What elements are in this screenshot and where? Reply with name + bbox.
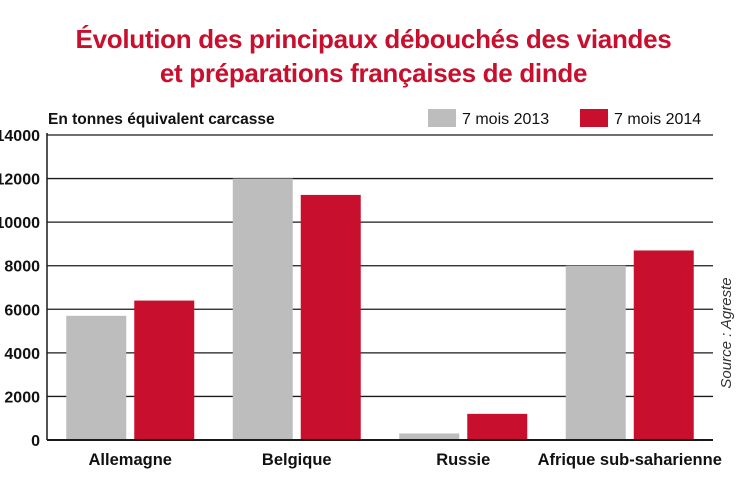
bar-russie-2 — [467, 413, 528, 440]
y-axis-label: En tonnes équivalent carcasse — [48, 111, 275, 128]
y-tick-label: 12000 — [0, 172, 40, 189]
legend-swatch-1 — [428, 109, 456, 127]
bar-belgique-2 — [300, 194, 361, 440]
bars-layer: Allemagne Belgique Russie Afrique sub-sahar… — [66, 178, 722, 469]
axis-layer — [46, 133, 713, 441]
bar-allemagne-2 — [134, 300, 195, 440]
x-category-label: Allemagne — [89, 451, 172, 469]
y-tick-label: 2000 — [4, 389, 40, 406]
bar-allemagne-1 — [66, 315, 127, 440]
legend: 7 mois 2013 7 mois 2014 — [428, 109, 701, 128]
x-category-label: Belgique — [262, 451, 332, 469]
y-tick-label: 10000 — [0, 215, 40, 232]
y-tick-label: 0 — [31, 433, 40, 450]
x-category-label: Afrique sub-saharienne — [538, 451, 722, 469]
y-tick-label: 14000 — [0, 128, 40, 145]
bar-afrique-sub-saharienne-1 — [565, 265, 626, 440]
chart-title: Évolution des principaux débouchés des v… — [0, 22, 747, 90]
bar-belgique-1 — [232, 178, 293, 441]
chart-title-line-2: et préparations françaises de dinde — [159, 58, 588, 88]
y-tick-label: 8000 — [4, 259, 40, 276]
bar-afrique-sub-saharienne-2 — [633, 250, 694, 440]
legend-label-1: 7 mois 2013 — [462, 111, 549, 128]
source-label: Source : Agreste — [718, 277, 735, 388]
chart-title-line-1: Évolution des principaux débouchés des v… — [75, 24, 672, 54]
legend-label-2: 7 mois 2014 — [614, 111, 701, 128]
y-tick-label: 6000 — [4, 302, 40, 319]
legend-swatch-2 — [580, 109, 608, 127]
y-tick-label: 4000 — [4, 346, 40, 363]
x-category-label: Russie — [436, 451, 490, 469]
bar-russie-1 — [399, 433, 460, 440]
